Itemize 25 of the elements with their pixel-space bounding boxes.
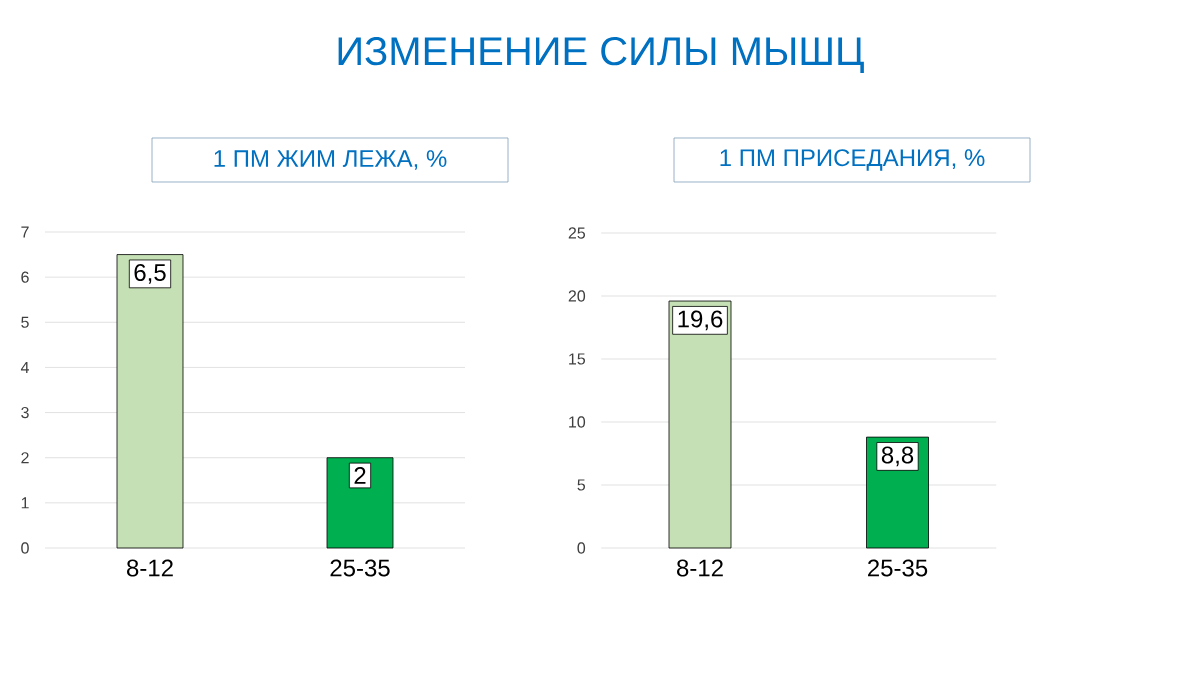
- y-tick-label: 25: [568, 227, 586, 239]
- y-tick-label: 0: [577, 542, 586, 554]
- data-label: 2: [354, 467, 366, 484]
- x-tick-label: 25-35: [868, 559, 928, 577]
- y-tick-label: 20: [568, 290, 586, 302]
- x-tick-label: 25-35: [330, 559, 390, 577]
- y-tick-label: 6: [21, 271, 29, 283]
- y-tick-label: 10: [569, 416, 586, 428]
- x-tick-label: 8-12: [677, 559, 723, 577]
- x-tick-label: 8-12: [127, 559, 173, 577]
- data-label: 19,6: [678, 310, 723, 331]
- y-tick-label: 7: [21, 226, 29, 238]
- text: ИЗМЕНЕНИЕ СИЛЫ МЫШЦ: [338, 37, 864, 73]
- y-tick-label: 3: [21, 406, 29, 419]
- chart-title: 1 ПМ ЖИМ ЛЕЖА, %: [214, 150, 447, 170]
- y-tick-label: 5: [577, 479, 586, 491]
- chart-title: 1 ПМ ПРИСЕДАНИЯ, %: [720, 149, 985, 171]
- y-tick-label: 4: [20, 361, 29, 373]
- y-tick-label: 1: [21, 497, 29, 509]
- data-label: 8,8: [881, 446, 914, 467]
- y-tick-label: 5: [21, 316, 29, 328]
- y-tick-label: 0: [21, 542, 29, 554]
- y-tick-label: 2: [21, 452, 29, 464]
- y-tick-label: 15: [569, 353, 586, 365]
- data-label: 6,5: [134, 263, 166, 284]
